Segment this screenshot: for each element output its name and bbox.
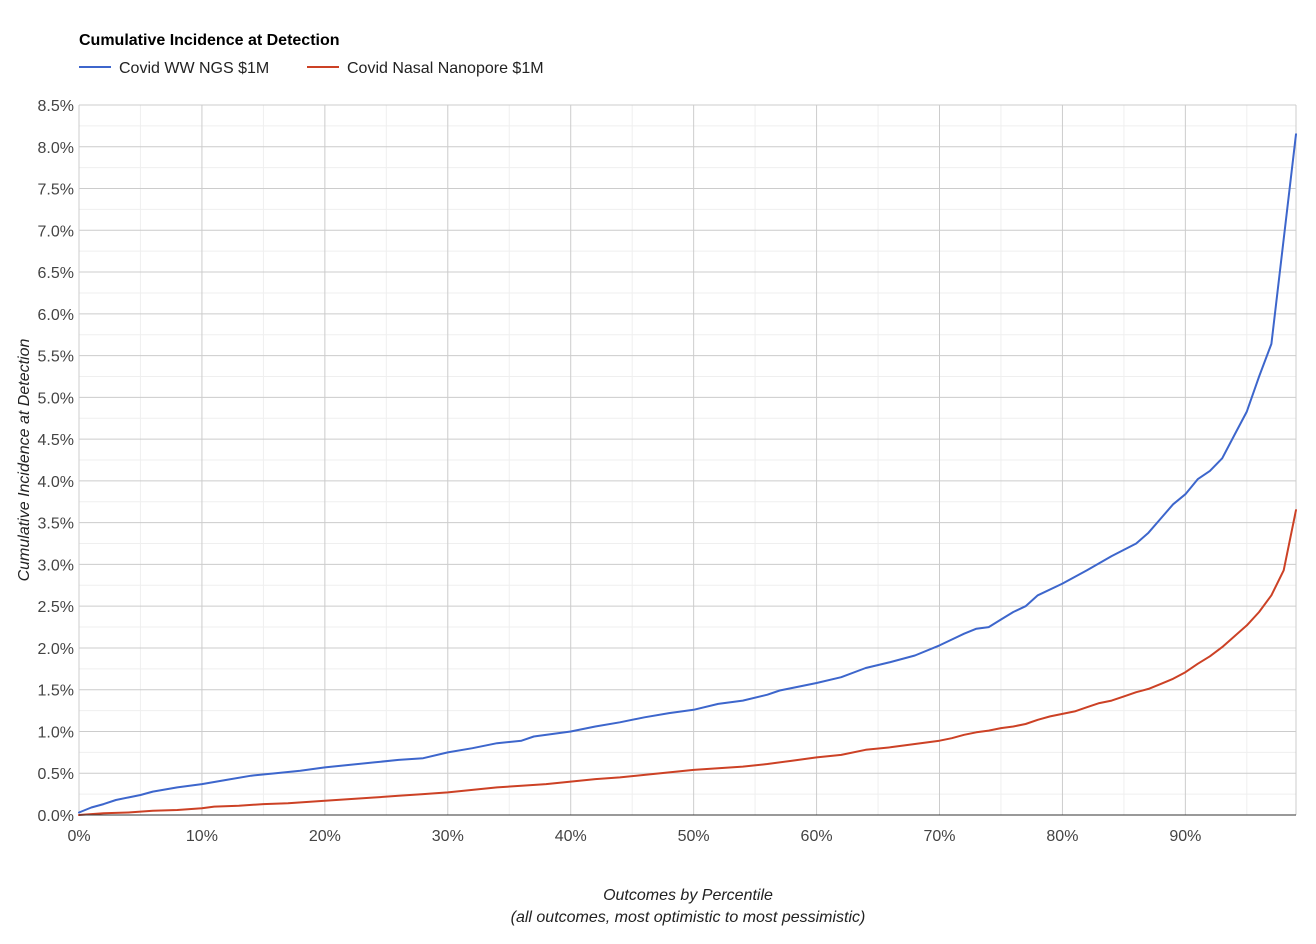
x-axis-subtitle: (all outcomes, most optimistic to most p…	[511, 909, 866, 926]
y-tick-label: 6.0%	[38, 307, 74, 324]
y-tick-label: 5.0%	[38, 390, 74, 407]
x-tick-label: 70%	[923, 828, 955, 845]
y-tick-label: 8.5%	[38, 98, 74, 115]
y-tick-label: 0.5%	[38, 766, 74, 783]
x-tick-label: 80%	[1046, 828, 1078, 845]
y-axis-ticks: 0.0% 0.5% 1.0% 1.5% 2.0% 2.5% 3.0% 3.5% 4.0% 4.5%…	[38, 98, 74, 825]
series-line-nasal-nanopore	[78, 509, 1297, 816]
y-tick-label: 5.5%	[38, 349, 74, 366]
y-axis-title: Cumulative Incidence at Detection	[16, 339, 33, 582]
y-tick-label: 7.5%	[38, 182, 74, 199]
x-tick-label: 90%	[1169, 828, 1201, 845]
y-tick-label: 7.0%	[38, 223, 74, 240]
x-tick-label: 20%	[309, 828, 341, 845]
y-tick-label: 8.0%	[38, 140, 74, 157]
major-gridlines	[78, 104, 1297, 815]
legend: Covid WW NGS $1M Covid Nasal Nanopore $1…	[79, 60, 544, 77]
x-axis-title: Outcomes by Percentile	[603, 887, 773, 904]
y-tick-label: 3.0%	[38, 557, 74, 574]
y-tick-label: 0.0%	[38, 808, 74, 825]
chart-title: Cumulative Incidence at Detection	[79, 32, 340, 49]
x-tick-label: 30%	[432, 828, 464, 845]
x-tick-label: 60%	[801, 828, 833, 845]
y-tick-label: 4.5%	[38, 432, 74, 449]
legend-label-nasal-nanopore: Covid Nasal Nanopore $1M	[347, 60, 544, 77]
x-tick-label: 40%	[555, 828, 587, 845]
y-tick-label: 2.5%	[38, 599, 74, 616]
series-line-ww-ngs	[78, 133, 1297, 814]
y-tick-label: 3.5%	[38, 516, 74, 533]
y-tick-label: 4.0%	[38, 474, 74, 491]
x-axis-ticks: 0% 10% 20% 30% 40% 50% 60% 70% 80% 90%	[67, 828, 1201, 845]
y-tick-label: 1.5%	[38, 683, 74, 700]
x-tick-label: 50%	[678, 828, 710, 845]
x-tick-label: 10%	[186, 828, 218, 845]
series-lines	[78, 133, 1297, 816]
minor-gridlines	[79, 105, 1296, 815]
y-tick-label: 1.0%	[38, 724, 74, 741]
y-tick-label: 2.0%	[38, 641, 74, 658]
y-tick-label: 6.5%	[38, 265, 74, 282]
legend-label-ww-ngs: Covid WW NGS $1M	[119, 60, 269, 77]
x-tick-label: 0%	[67, 828, 90, 845]
